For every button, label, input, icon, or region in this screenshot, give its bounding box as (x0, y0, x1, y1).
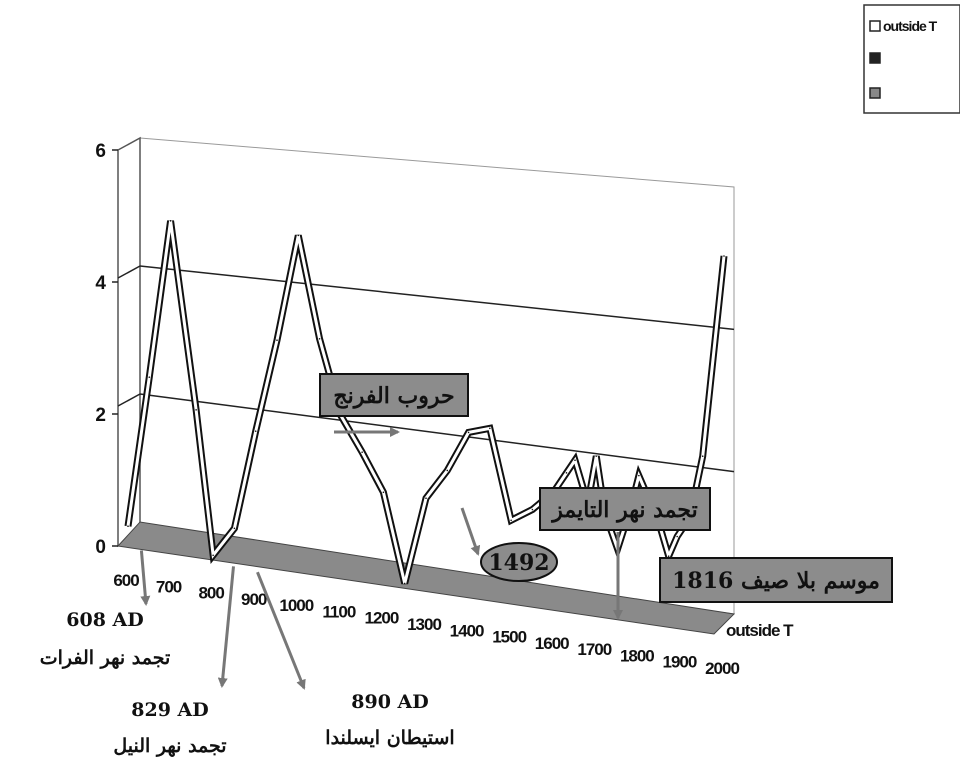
x-tick-label-1900: 1900 (663, 653, 697, 672)
arrow-1492 (460, 507, 481, 556)
y-axis: 0 2 4 6 (95, 141, 118, 558)
annotation-829-text: تجمد نهر النيل (113, 735, 226, 757)
data-point (361, 451, 363, 453)
gridline-side-4 (117, 265, 141, 279)
y-tick-label-4: 4 (95, 273, 106, 294)
gridline-2 (139, 393, 735, 473)
callout-1816-text: موسم بلا صيف 1816 (672, 568, 880, 594)
x-axis: 600 700 800 900 1000 1100 1200 1300 1400 1500 1600… (113, 571, 740, 678)
legend: outside T (863, 4, 960, 114)
arrow-608 (139, 550, 151, 606)
x-tick-label-1200: 1200 (365, 609, 399, 628)
data-point (510, 519, 512, 522)
callout-thames: تجمد نهر التايمز (539, 487, 711, 531)
data-point (638, 474, 640, 477)
callout-crusades: حروب الفرنج (319, 373, 469, 417)
data-point (212, 554, 214, 557)
data-point (148, 376, 151, 378)
callout-1492: 1492 (480, 542, 558, 582)
callout-ellipse-1492 (480, 542, 558, 582)
legend-swatch-1 (869, 20, 881, 32)
data-point (701, 455, 704, 458)
x-tick-label-600: 600 (113, 571, 139, 590)
legend-swatch-2 (869, 52, 881, 64)
annotation-608-text: تجمد نهر الفرات (40, 647, 171, 669)
data-point (667, 555, 670, 557)
data-point (195, 409, 197, 411)
data-point (403, 582, 406, 585)
data-point (254, 430, 257, 432)
data-point (467, 431, 470, 434)
x-tick-label-1300: 1300 (407, 615, 441, 634)
arrow-829 (217, 566, 235, 688)
y-tick-label-0: 0 (95, 537, 106, 558)
data-point (318, 337, 321, 340)
data-point (676, 535, 678, 538)
x-tick-label-900: 900 (241, 590, 267, 609)
data-point (127, 525, 129, 527)
x-tick-label-800: 800 (198, 584, 224, 603)
gridlines (117, 265, 735, 473)
callout-1816: موسم بلا صيف 1816 (659, 557, 893, 603)
gridline-4 (139, 265, 735, 331)
data-point (565, 472, 568, 474)
x-tick-label-1800: 1800 (620, 646, 654, 665)
x-tick-label-1500: 1500 (492, 628, 526, 647)
data-point (531, 508, 534, 511)
callout-box-1816 (659, 557, 893, 603)
x-tick-label-1100: 1100 (322, 602, 355, 621)
y-tick-label-2: 2 (95, 405, 106, 426)
callout-crusades-text: حروب الفرنج (333, 383, 454, 409)
callout-box-thames (539, 487, 711, 531)
x-tick-label-2000: 2000 (705, 659, 739, 678)
callout-thames-text: تجمد نهر التايمز (550, 497, 697, 523)
data-point (425, 497, 427, 500)
annotation-890-year: 890 AD (351, 691, 429, 713)
callout-box-crusades (319, 373, 469, 417)
data-point (489, 427, 491, 430)
x-tick-label-1400: 1400 (450, 621, 484, 640)
data-point (169, 220, 172, 222)
arrow-890 (256, 571, 306, 690)
data-point (276, 339, 278, 342)
x-tick-label-1700: 1700 (577, 640, 611, 659)
y-tick-label-6: 6 (95, 141, 106, 162)
data-point (382, 491, 385, 494)
legend-entry-1: outside T (883, 18, 938, 34)
legend-swatch-3 (869, 87, 881, 99)
x-tick-label-1000: 1000 (279, 596, 313, 615)
gridline-side-2 (117, 393, 141, 407)
data-point (595, 455, 598, 457)
x-tick-label-1600: 1600 (535, 634, 569, 653)
data-point (233, 527, 236, 530)
annotation-890-text: استيطان ايسلندا (325, 727, 454, 749)
depth-axis-label: outside T (726, 621, 794, 640)
callout-1492-text: 1492 (488, 550, 549, 576)
x-tick-label-700: 700 (156, 577, 182, 596)
data-point (723, 255, 725, 257)
floor (116, 521, 736, 635)
annotation-829-year: 829 AD (131, 699, 209, 721)
data-point (446, 469, 449, 472)
data-point (574, 459, 576, 462)
annotation-608-year: 608 AD (66, 609, 144, 631)
data-point (297, 234, 300, 237)
annotation-arrows (139, 427, 623, 690)
